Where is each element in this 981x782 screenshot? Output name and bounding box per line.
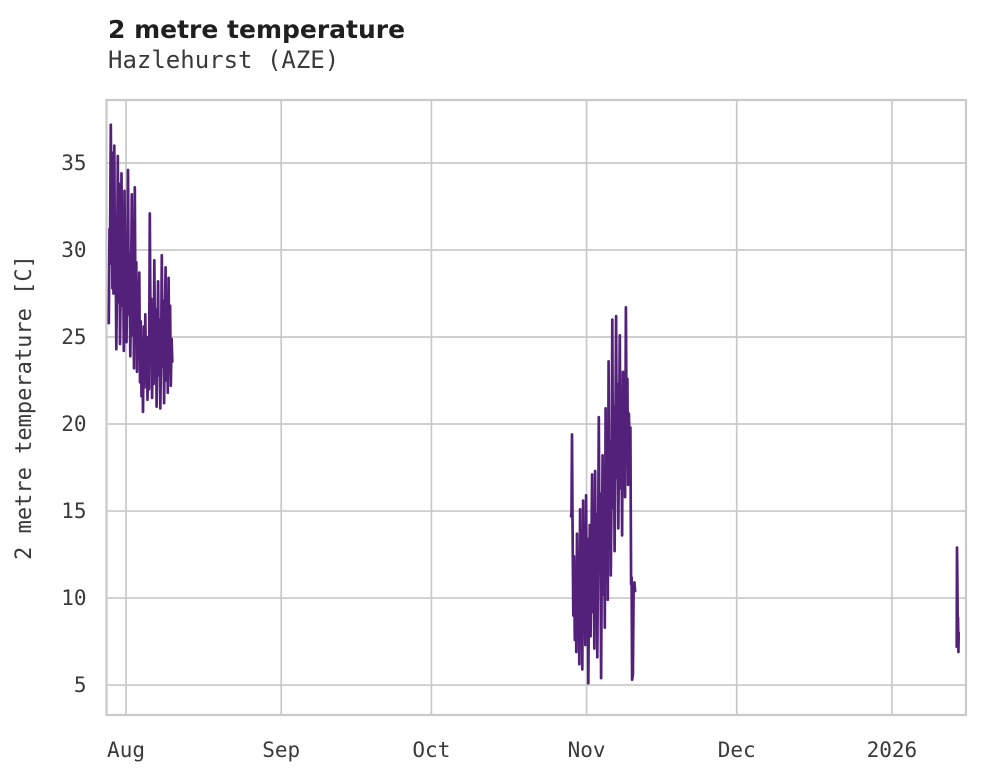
y-axis-label: 2 metre temperature [C] xyxy=(12,255,37,560)
y-tick-label: 30 xyxy=(61,238,86,262)
x-tick-label: Nov xyxy=(568,738,606,762)
y-tick-label: 35 xyxy=(61,151,86,175)
x-tick-label: Oct xyxy=(412,738,450,762)
series-line xyxy=(955,546,961,654)
chart-header: 2 metre temperature Hazlehurst (AZE) xyxy=(108,14,405,76)
chart-subtitle: Hazlehurst (AZE) xyxy=(108,46,340,75)
chart-title: 2 metre temperature xyxy=(108,15,406,44)
y-tick-label: 10 xyxy=(61,586,86,610)
series-line xyxy=(107,123,174,414)
x-tick-label: 2026 xyxy=(867,738,918,762)
y-tick-label: 25 xyxy=(61,325,86,349)
x-tick-label: Aug xyxy=(107,738,145,762)
x-tick-label: Dec xyxy=(718,738,756,762)
series-line xyxy=(569,306,637,685)
y-tick-label: 5 xyxy=(74,673,87,697)
y-tick-label: 20 xyxy=(61,412,86,436)
y-tick-label: 15 xyxy=(61,499,86,523)
x-tick-label: Sep xyxy=(262,738,300,762)
plot-border xyxy=(105,98,968,717)
